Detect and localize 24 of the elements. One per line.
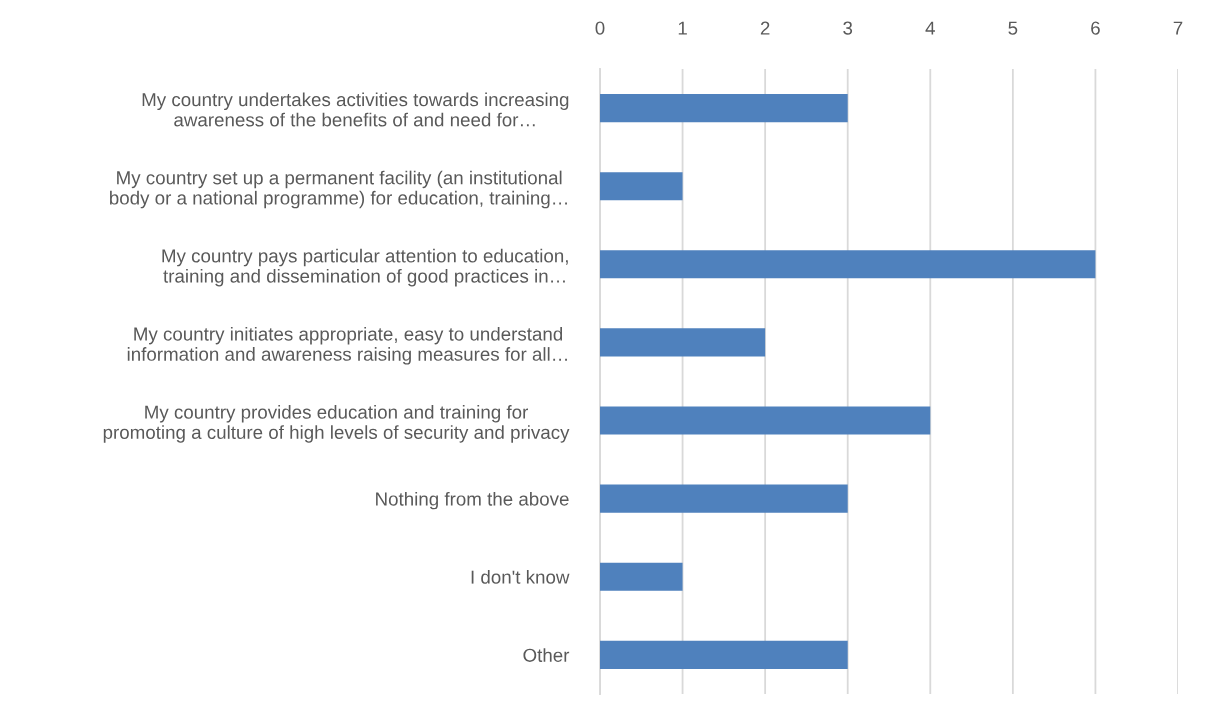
- y-tick-label: I don't know: [471, 570, 570, 584]
- x-tick-label: 2: [760, 21, 770, 35]
- x-tick-label: 4: [925, 21, 935, 35]
- bar: [600, 328, 766, 357]
- bar: [600, 172, 683, 201]
- bar: [600, 250, 1096, 279]
- x-tick-label: 6: [1091, 21, 1100, 35]
- y-tick-label: My country set up a permanent facility (an institutional body or a national programme) for education, training…: [110, 170, 567, 209]
- y-tick-label: My country pays particular attention to education, training and dissemination of good practices in…: [162, 248, 568, 287]
- x-tick-label: 0: [595, 21, 605, 35]
- bar: [600, 94, 848, 123]
- x-tick-label: 5: [1008, 21, 1018, 35]
- x-tick-label: 7: [1173, 21, 1183, 35]
- x-tick-label: 3: [843, 21, 853, 35]
- x-tick-label: 1: [678, 21, 687, 35]
- bar: [600, 406, 931, 435]
- bar: [600, 640, 848, 669]
- bar: [600, 484, 848, 513]
- y-tick-label: My country provides education and training for promoting a culture of high levels of security and privacy: [103, 405, 570, 443]
- y-tick-label: My country initiates appropriate, easy to understand information and awareness raising measures for all…: [127, 326, 567, 365]
- y-tick-label: Nothing from the above: [376, 491, 569, 510]
- bar: [600, 562, 683, 591]
- y-tick-label: Other: [523, 648, 570, 662]
- y-tick-label: My country undertakes activities towards increasing awareness of the benefits of and need for…: [142, 92, 569, 127]
